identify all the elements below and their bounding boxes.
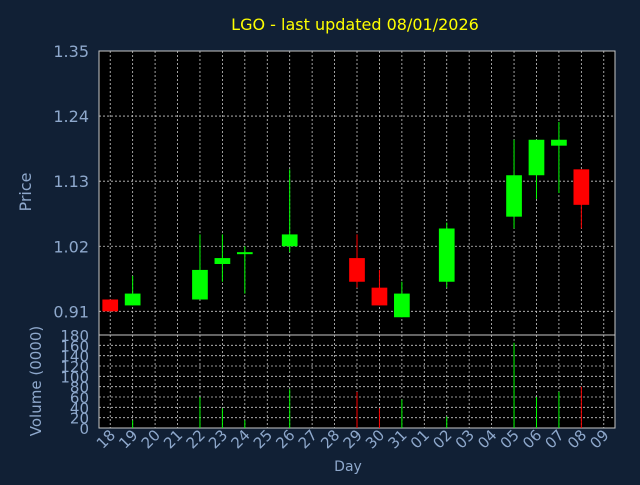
- candle-body: [214, 258, 231, 264]
- candle-body: [371, 287, 388, 306]
- price-tick-label: 1.24: [53, 107, 89, 126]
- candles: [102, 122, 590, 318]
- x-axis-label: Day: [334, 459, 362, 475]
- candle-body: [394, 293, 410, 318]
- volume-tick-label: 140: [60, 348, 89, 366]
- candle-body: [124, 293, 141, 306]
- price-tick-label: 1.02: [53, 237, 89, 256]
- volume-tick-label: 0: [79, 420, 89, 438]
- volume-tick-label: 120: [60, 358, 89, 376]
- x-tick-label: 09: [586, 426, 612, 452]
- volume-tick-label: 180: [60, 327, 89, 345]
- price-axis-label: Price: [16, 172, 35, 211]
- volume-tick-label: 40: [70, 399, 89, 417]
- volume-tick-label: 60: [70, 389, 89, 407]
- volume-bars: [132, 342, 582, 428]
- price-tick-label: 0.91: [53, 302, 89, 321]
- candle-body: [349, 258, 365, 282]
- volume-axis-label: Volume (0000): [27, 326, 45, 436]
- x-ticks: 1819202122232425262728293031010203040506…: [93, 426, 613, 452]
- candle-body: [192, 269, 208, 300]
- volume-tick-label: 160: [60, 337, 89, 355]
- candle-body: [528, 139, 545, 176]
- candle-body: [236, 252, 253, 255]
- candle-body: [551, 139, 567, 146]
- candle-body: [506, 175, 522, 217]
- volume-tick-label: 80: [70, 379, 89, 397]
- price-tick-label: 1.35: [53, 42, 89, 61]
- candle-body: [573, 169, 590, 205]
- candle-body: [102, 299, 119, 312]
- volume-tick-label: 20: [70, 410, 89, 428]
- chart-title: LGO - last updated 08/01/2026: [231, 15, 479, 34]
- candle-body: [281, 234, 298, 247]
- price-tick-label: 1.13: [53, 172, 89, 191]
- volume-tick-label: 100: [60, 368, 89, 386]
- price-y-ticks: 0.91 1.02 1.13 1.24 1.35: [53, 42, 89, 321]
- candle-body: [438, 228, 455, 282]
